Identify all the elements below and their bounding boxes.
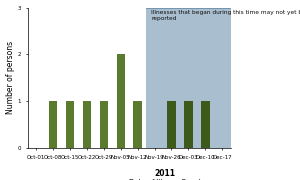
Bar <box>83 101 91 148</box>
Y-axis label: Number of persons: Number of persons <box>6 41 15 114</box>
Text: 2011: 2011 <box>154 169 176 178</box>
Bar <box>146 8 231 148</box>
Bar <box>184 101 193 148</box>
Bar <box>134 101 142 148</box>
Bar <box>167 101 176 148</box>
Bar <box>66 101 74 148</box>
Bar <box>201 101 209 148</box>
Bar <box>100 101 108 148</box>
Text: Illnesses that began during this time may not yet be
reported: Illnesses that began during this time ma… <box>151 10 300 21</box>
Bar <box>49 101 57 148</box>
Text: Date of Illness Onset: Date of Illness Onset <box>129 179 201 180</box>
Bar <box>116 54 125 148</box>
